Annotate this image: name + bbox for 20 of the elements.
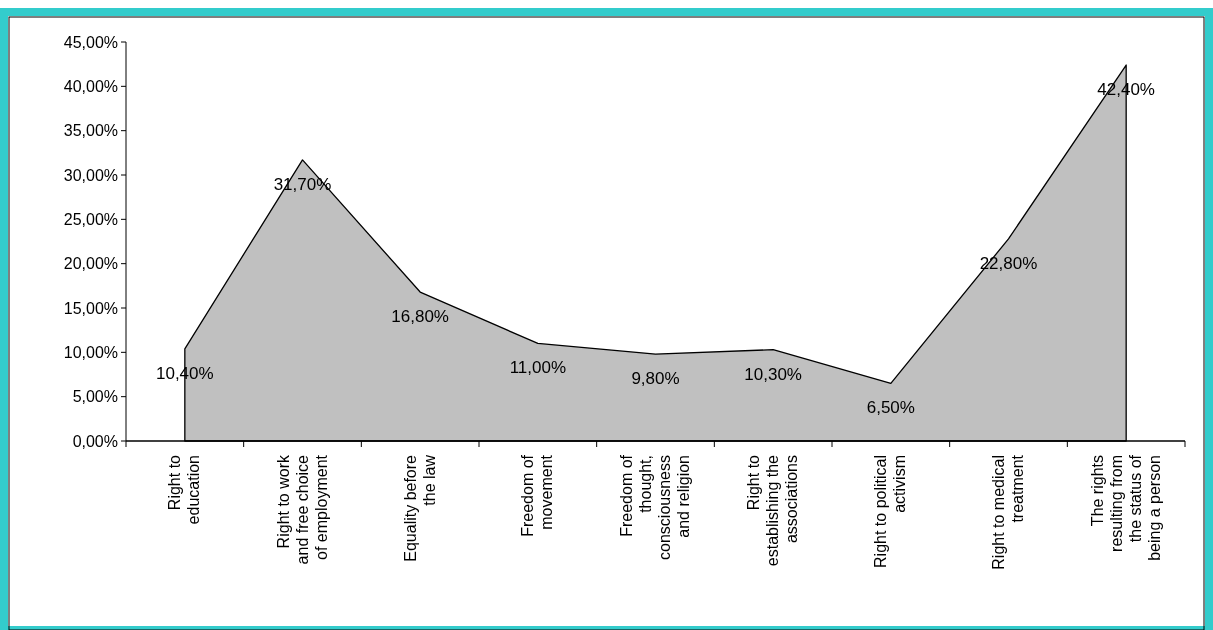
y-tick-label: 45,00% xyxy=(63,33,118,51)
y-tick-label: 20,00% xyxy=(63,255,118,273)
data-label: 9,80% xyxy=(631,369,680,389)
x-tick-label: Right to medical treatment xyxy=(990,454,1026,570)
y-tick-label: 30,00% xyxy=(63,166,118,184)
x-tick-label: Equality before the law xyxy=(401,454,438,562)
y-tick-label: 35,00% xyxy=(63,122,118,140)
y-tick-label: 0,00% xyxy=(72,432,118,450)
data-label: 10,30% xyxy=(744,364,802,384)
y-tick-label: 10,00% xyxy=(63,343,118,361)
x-tick-label: Freedom of movement xyxy=(519,454,556,537)
y-tick-label: 5,00% xyxy=(72,388,118,406)
data-label: 16,80% xyxy=(391,306,449,326)
data-label: 6,50% xyxy=(866,398,915,418)
y-tick-label: 15,00% xyxy=(63,299,118,317)
y-tick-label: 25,00% xyxy=(63,210,118,228)
data-label: 11,00% xyxy=(509,358,567,378)
x-tick-label: Right to education xyxy=(166,454,203,525)
x-tick-label: Right to political activism xyxy=(872,455,909,568)
y-tick-label: 40,00% xyxy=(63,77,118,95)
